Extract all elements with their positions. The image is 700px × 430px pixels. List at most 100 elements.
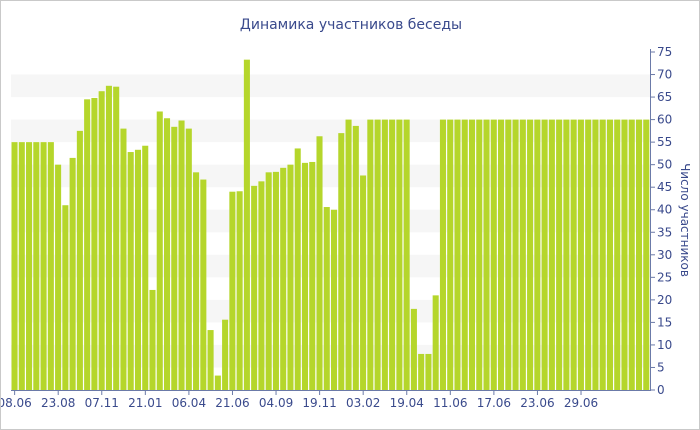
bar — [331, 209, 338, 390]
bar — [519, 119, 526, 390]
bar — [105, 85, 112, 391]
bar — [505, 119, 512, 390]
bar-series — [11, 59, 650, 391]
bar — [214, 375, 221, 390]
bar — [548, 119, 555, 390]
bar — [134, 149, 142, 390]
bar — [345, 119, 352, 390]
bar — [120, 128, 127, 390]
bar — [280, 167, 287, 390]
grid-band — [11, 74, 650, 98]
bar — [418, 353, 425, 390]
bar — [18, 142, 25, 390]
bar — [439, 119, 446, 390]
y-tick-label: 75 — [657, 45, 672, 59]
bar — [323, 207, 330, 390]
bar — [11, 142, 18, 390]
bar — [360, 175, 367, 390]
bar — [265, 172, 272, 390]
bar — [614, 119, 621, 390]
x-tick-label: 21.01 — [128, 396, 162, 410]
x-tick-label: 08.06 — [1, 396, 32, 410]
bar — [76, 130, 83, 390]
bar — [294, 148, 301, 390]
bar — [352, 125, 359, 390]
y-tick-label: 55 — [657, 135, 672, 149]
bar — [193, 172, 200, 390]
bar — [396, 119, 403, 390]
bar — [309, 161, 316, 390]
bar — [98, 91, 105, 390]
bar — [222, 319, 229, 390]
bar — [461, 119, 468, 390]
bar — [236, 191, 243, 390]
bar — [229, 191, 236, 390]
bar — [454, 119, 461, 390]
bar — [251, 185, 258, 390]
bar — [149, 289, 156, 390]
bar — [374, 119, 381, 390]
bar — [156, 111, 163, 390]
bar — [606, 119, 613, 390]
x-tick-label: 19.11 — [302, 396, 336, 410]
y-tick-label: 35 — [657, 225, 672, 239]
bar — [84, 99, 91, 390]
x-tick-label: 07.11 — [85, 396, 119, 410]
bar — [410, 308, 417, 390]
bar — [316, 136, 323, 390]
y-tick-label: 40 — [657, 203, 672, 217]
bar — [447, 119, 454, 390]
bar — [62, 205, 69, 390]
bar — [178, 120, 185, 390]
bar — [621, 119, 628, 390]
bar — [432, 295, 439, 390]
bar — [207, 330, 214, 390]
bar — [527, 119, 534, 390]
bar — [592, 119, 599, 390]
bar — [91, 97, 98, 390]
bar — [33, 142, 40, 390]
bar — [490, 119, 497, 390]
bar — [272, 171, 279, 390]
bar — [534, 119, 541, 390]
bar — [570, 119, 577, 390]
bar — [185, 128, 192, 390]
bar — [301, 162, 309, 390]
bar — [403, 119, 410, 390]
bar — [287, 164, 294, 390]
x-tick-label: 23.06 — [520, 396, 554, 410]
x-tick-label: 23.08 — [41, 396, 75, 410]
y-axis-ticks: 0 5 10 15 20 25 30 35 40 45 50 55 60 65 70 75 — [650, 45, 672, 397]
x-tick-label: 19.04 — [390, 396, 424, 410]
bar — [468, 119, 476, 390]
x-tick-label: 11.06 — [433, 396, 467, 410]
bar — [585, 119, 592, 390]
x-tick-label: 17.06 — [477, 396, 511, 410]
x-tick-label: 06.04 — [172, 396, 206, 410]
y-tick-label: 60 — [657, 113, 672, 127]
y-tick-label: 10 — [657, 338, 672, 352]
y-tick-label: 0 — [657, 383, 665, 397]
y-tick-label: 20 — [657, 293, 672, 307]
x-tick-label: 29.06 — [564, 396, 598, 410]
bar — [643, 119, 650, 390]
grid-band — [11, 254, 650, 278]
grid-band — [11, 344, 650, 368]
bar — [40, 142, 47, 390]
bar — [541, 119, 548, 390]
bar — [483, 119, 490, 390]
y-tick-label: 30 — [657, 248, 672, 262]
x-tick-label: 03.02 — [346, 396, 380, 410]
bar — [55, 164, 62, 390]
grid-band — [11, 209, 650, 233]
bar — [498, 119, 505, 390]
y-tick-label: 65 — [657, 90, 672, 104]
bar — [47, 142, 54, 390]
bar — [258, 181, 265, 390]
bar — [512, 119, 519, 390]
bar — [367, 119, 374, 390]
bar — [113, 86, 120, 391]
bar — [381, 119, 388, 390]
